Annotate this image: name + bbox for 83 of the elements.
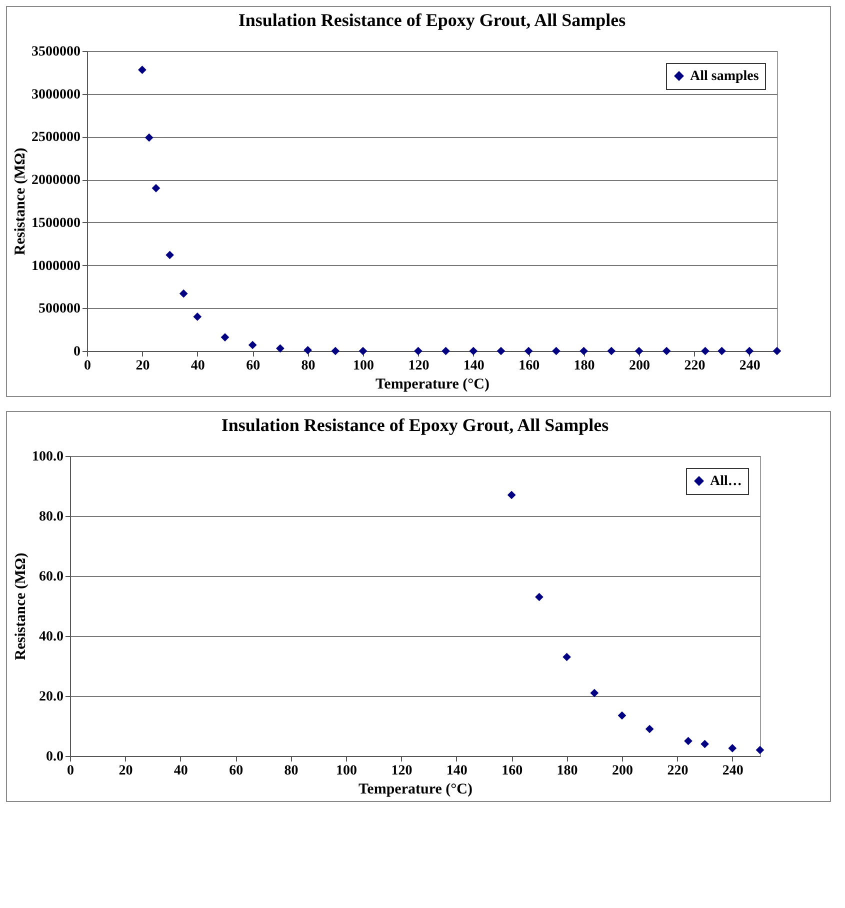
point xyxy=(414,346,422,356)
point xyxy=(524,346,533,356)
y-tick-label: 2000000 xyxy=(32,173,80,188)
point xyxy=(220,333,230,342)
point xyxy=(701,346,710,356)
x-tick-label: 120 xyxy=(391,764,412,778)
x-tick-label: 80 xyxy=(284,764,298,778)
point xyxy=(358,346,368,356)
y-tick-label: 3500000 xyxy=(32,44,80,60)
point xyxy=(138,66,146,74)
x-axis-title: Temperature (°C) xyxy=(376,376,490,392)
x-tick-label: 120 xyxy=(408,358,430,374)
point xyxy=(331,346,340,356)
x-tick-label: 80 xyxy=(301,358,316,374)
y-tick-label: 100.0 xyxy=(32,450,64,464)
x-tick-label: 140 xyxy=(446,764,468,778)
x-tick-label: 200 xyxy=(629,358,650,374)
point xyxy=(700,740,709,748)
point xyxy=(684,736,692,746)
x-tick-label: 100 xyxy=(336,764,357,778)
point xyxy=(304,346,312,354)
point xyxy=(607,346,616,356)
point xyxy=(645,724,654,734)
point xyxy=(507,490,516,500)
x-tick-label: 20 xyxy=(136,358,150,374)
x-tick-label: 20 xyxy=(118,764,133,778)
x-tick-label: 180 xyxy=(574,358,595,374)
x-tick-label: 240 xyxy=(722,764,744,778)
point xyxy=(634,346,644,356)
x-tick-label: 40 xyxy=(190,358,205,374)
point xyxy=(718,346,726,356)
point xyxy=(193,312,202,321)
y-tick-label: 500000 xyxy=(38,302,80,317)
x-tick-label: 0 xyxy=(84,358,91,374)
y-tick-label: 80.0 xyxy=(39,510,64,524)
x-tick-label: 160 xyxy=(502,764,523,778)
y-axis-title: Resistance (MΩ) xyxy=(13,552,29,660)
x-tick-label: 60 xyxy=(246,358,260,374)
x-tick-label: 160 xyxy=(518,358,540,374)
x-axis-title: Temperature (°C) xyxy=(358,782,472,798)
point xyxy=(442,346,450,356)
point xyxy=(144,133,154,142)
x-tick-label: 200 xyxy=(612,764,633,778)
point xyxy=(496,346,506,356)
point xyxy=(562,652,571,662)
point xyxy=(618,711,626,720)
x-tick-label: 180 xyxy=(556,764,578,778)
x-tick-label: 60 xyxy=(229,764,244,778)
point xyxy=(728,744,737,752)
point xyxy=(590,688,599,698)
chart-title: Insulation Resistance of Epoxy Grout, All Samples xyxy=(221,415,609,435)
point xyxy=(756,746,764,754)
y-tick-label: 2500000 xyxy=(32,130,80,146)
legend-label: All… xyxy=(710,474,742,489)
point xyxy=(552,346,560,356)
x-tick-label: 140 xyxy=(463,358,484,374)
y-tick-label: 60.0 xyxy=(39,570,64,584)
x-tick-label: 100 xyxy=(353,358,374,374)
point xyxy=(535,592,544,602)
y-tick-label: 3000000 xyxy=(32,87,80,102)
y-tick-label: 1000000 xyxy=(32,258,80,274)
y-tick-label: 1500000 xyxy=(32,216,80,231)
y-axis-title: Resistance (MΩ) xyxy=(12,148,28,256)
x-tick-label: 240 xyxy=(739,358,760,374)
y-tick-label: 40.0 xyxy=(39,630,64,644)
point xyxy=(580,346,588,356)
x-tick-label: 40 xyxy=(174,764,188,778)
point xyxy=(276,344,284,353)
x-tick-label: 220 xyxy=(667,764,688,778)
legend-label: All samples xyxy=(690,69,760,84)
y-tick-label: 20.0 xyxy=(39,690,64,704)
y-tick-label: 0.0 xyxy=(46,750,64,764)
chart-title: Insulation Resistance of Epoxy Grout, All Samples xyxy=(238,10,626,30)
point xyxy=(179,289,188,298)
point xyxy=(469,346,478,356)
point xyxy=(772,346,782,356)
point xyxy=(248,340,257,350)
x-tick-label: 220 xyxy=(684,358,706,374)
point xyxy=(166,250,174,260)
y-tick-label: 0 xyxy=(74,344,80,360)
point xyxy=(745,346,754,356)
point xyxy=(662,346,671,356)
point xyxy=(152,184,160,192)
